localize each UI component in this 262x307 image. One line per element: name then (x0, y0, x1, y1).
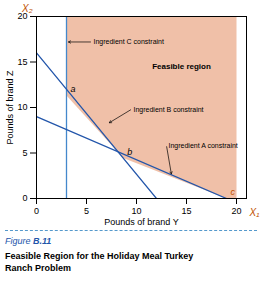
svg-text:Ingredient B constraint: Ingredient B constraint (134, 106, 204, 114)
svg-text:0: 0 (22, 193, 27, 203)
svg-text:X₂: X₂ (21, 3, 33, 14)
svg-text:15: 15 (17, 57, 27, 67)
svg-text:20: 20 (231, 206, 241, 216)
svg-text:c: c (231, 187, 236, 197)
svg-text:Pounds of brand Z: Pounds of brand Z (5, 70, 15, 145)
svg-text:20: 20 (17, 11, 28, 22)
svg-text:Ingredient C constraint: Ingredient C constraint (94, 38, 164, 46)
svg-text:X₁: X₁ (249, 207, 260, 218)
svg-text:b: b (127, 147, 132, 157)
svg-text:10: 10 (17, 102, 27, 112)
svg-text:Feasible region: Feasible region (152, 62, 211, 71)
svg-text:0: 0 (34, 206, 39, 216)
svg-text:5: 5 (84, 206, 89, 216)
svg-text:Pounds of brand Y: Pounds of brand Y (104, 217, 178, 227)
html-text:Feasible Region for the Holida: Feasible Region for the Holiday Meal Tur… (5, 251, 194, 261)
svg-text:a: a (71, 84, 76, 94)
svg-text:10: 10 (131, 206, 141, 216)
svg-text:Ingredient A constraint: Ingredient A constraint (169, 142, 238, 150)
svg-text:15: 15 (181, 206, 191, 216)
html-text:Ranch Problem: Ranch Problem (5, 263, 71, 273)
html-text:Figure B.11: Figure B.11 (5, 236, 52, 246)
svg-text:5: 5 (22, 148, 27, 158)
